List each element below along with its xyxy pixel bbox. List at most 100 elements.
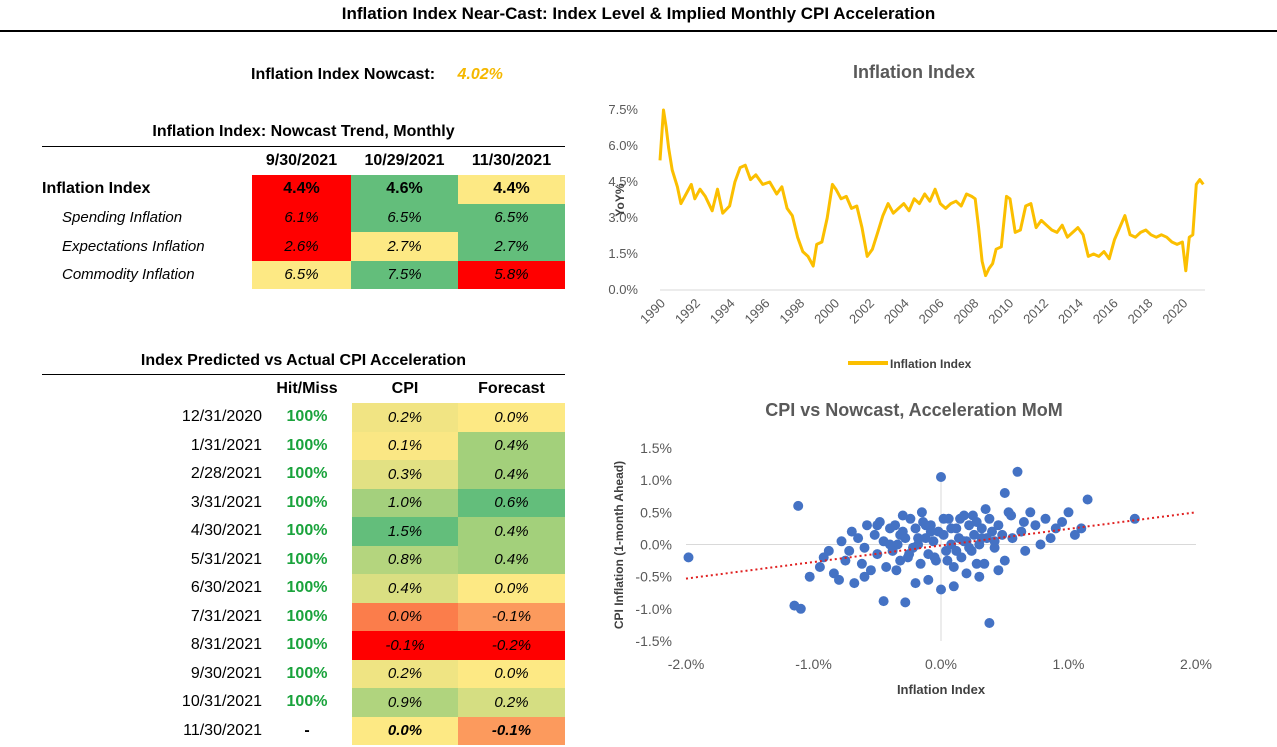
scatter-point <box>1076 523 1087 534</box>
trend-cell: 5.8% <box>458 260 565 289</box>
cpi-cell: 1.5% <box>352 517 458 546</box>
table-row: Expectations Inflation 2.6% 2.7% 2.7% <box>42 232 565 261</box>
hit-miss-cell: 100% <box>286 522 328 540</box>
row-label: Commodity Inflation <box>62 266 195 284</box>
scatter-point <box>1045 533 1056 544</box>
row-date: 1/31/2021 <box>190 436 262 454</box>
scatter-point <box>910 523 921 534</box>
trend-cell: 2.7% <box>351 232 458 261</box>
scatter-point <box>948 562 959 572</box>
y-tick-label: -1.0% <box>635 601 672 617</box>
x-tick-label: 1994 <box>707 296 738 327</box>
scatter-point <box>900 597 911 608</box>
y-tick-label: 0.0% <box>608 282 638 297</box>
hit-miss-cell: 100% <box>286 436 328 454</box>
forecast-cell: 0.4% <box>458 460 565 489</box>
scatter-point <box>823 545 834 556</box>
forecast-cell: -0.2% <box>458 631 565 660</box>
scatter-point <box>836 536 847 547</box>
forecast-cell: 0.6% <box>458 488 565 517</box>
scatter-point <box>865 565 876 576</box>
scatter-point <box>984 618 995 628</box>
table-row: 7/31/2021 100% 0.0% -0.1% <box>42 602 565 631</box>
scatter-point <box>974 571 985 582</box>
scatter-point <box>984 513 995 524</box>
scatter-point <box>849 578 860 589</box>
row-date: 2/28/2021 <box>190 465 262 483</box>
scatter-point <box>1040 513 1051 524</box>
forecast-cell: 0.0% <box>458 403 565 432</box>
accel-col-header: Hit/Miss <box>276 380 338 397</box>
nowcast-label: Inflation Index Nowcast: <box>251 66 436 83</box>
scatter-point <box>969 529 980 540</box>
y-tick-label: 7.5% <box>608 102 638 117</box>
y-tick-label: 6.0% <box>608 138 638 153</box>
scatter-point <box>869 529 880 540</box>
x-tick-label: 1.0% <box>1053 656 1085 672</box>
inflation-index-line-chart: Inflation Index 0.0% 1.5% 3.0% 4.5% 6.0% 7.5% 1… <box>608 62 1205 371</box>
x-tick-label: 2014 <box>1055 296 1086 327</box>
scatter-point <box>971 558 982 569</box>
trend-cell: 6.1% <box>252 203 351 232</box>
trend-cell: 4.4% <box>458 175 565 204</box>
y-axis-label: CPI Inflation (1-month Ahead) <box>612 461 626 629</box>
scatter-point <box>1069 529 1080 540</box>
forecast-cell: 0.4% <box>458 431 565 460</box>
trend-col-header: 11/30/2021 <box>471 152 552 169</box>
y-tick-label: 1.5% <box>640 440 672 456</box>
x-tick-label: 1998 <box>776 296 807 327</box>
cpi-cell: 0.0% <box>352 716 458 745</box>
scatter-point <box>1006 510 1017 521</box>
x-tick-label: 2006 <box>916 296 947 327</box>
legend-label: Inflation Index <box>890 357 972 371</box>
scatter-point <box>913 533 924 544</box>
forecast-cell: 0.0% <box>458 574 565 603</box>
scatter-point <box>891 565 902 576</box>
y-tick-label: 1.5% <box>608 246 638 261</box>
scatter-point <box>915 558 926 569</box>
hit-miss-cell: 100% <box>286 664 328 682</box>
cpi-cell: 0.0% <box>352 602 458 631</box>
trend-cell: 6.5% <box>351 203 458 232</box>
accel-col-header: Forecast <box>478 380 545 397</box>
scatter-point <box>976 533 987 544</box>
cpi-cell: 0.8% <box>352 545 458 574</box>
forecast-cell: -0.1% <box>458 602 565 631</box>
table-row: 5/31/2021 100% 0.8% 0.4% <box>42 545 565 574</box>
scatter-point <box>999 488 1010 498</box>
cpi-cell: 0.3% <box>352 460 458 489</box>
scatter-point <box>989 536 1000 547</box>
scatter-point <box>929 552 940 563</box>
trend-table-title: Inflation Index: Nowcast Trend, Monthly <box>152 123 455 140</box>
cpi-cell: 0.2% <box>352 659 458 688</box>
series-line-inflation-index <box>658 108 1205 278</box>
cpi-cell: 1.0% <box>352 488 458 517</box>
scatter-point <box>942 555 953 566</box>
scatter-point <box>979 558 990 569</box>
trend-table-rule <box>42 146 565 147</box>
hit-miss-cell: 100% <box>286 607 328 625</box>
scatter-point <box>885 539 895 550</box>
cpi-cell: 0.4% <box>352 574 458 603</box>
scatter-point <box>844 545 855 556</box>
forecast-cell: 0.0% <box>458 659 565 688</box>
scatter-point <box>923 574 934 585</box>
scatter-point <box>938 513 949 524</box>
accel-table-title: Index Predicted vs Actual CPI Accelerati… <box>140 352 467 369</box>
x-tick-label: 1990 <box>637 296 668 327</box>
accel-table-header: Hit/Miss CPI Forecast <box>42 375 565 403</box>
scatter-point <box>1020 545 1031 556</box>
x-tick-label: 2018 <box>1125 296 1156 327</box>
forecast-cell: 0.4% <box>458 545 565 574</box>
scatter-point <box>967 510 978 521</box>
forecast-cell: -0.1% <box>458 716 565 745</box>
scatter-point <box>895 529 906 540</box>
table-row: 1/31/2021 100% 0.1% 0.4% <box>42 431 565 460</box>
scatter-point <box>987 526 997 537</box>
cpi-cell: -0.1% <box>352 631 458 660</box>
scatter-point <box>1063 507 1074 518</box>
scatter-point <box>862 520 872 531</box>
hit-miss-cell: 100% <box>286 465 328 483</box>
table-row: 9/30/2021 100% 0.2% 0.0% <box>42 659 565 688</box>
scatter-point <box>1082 494 1093 505</box>
